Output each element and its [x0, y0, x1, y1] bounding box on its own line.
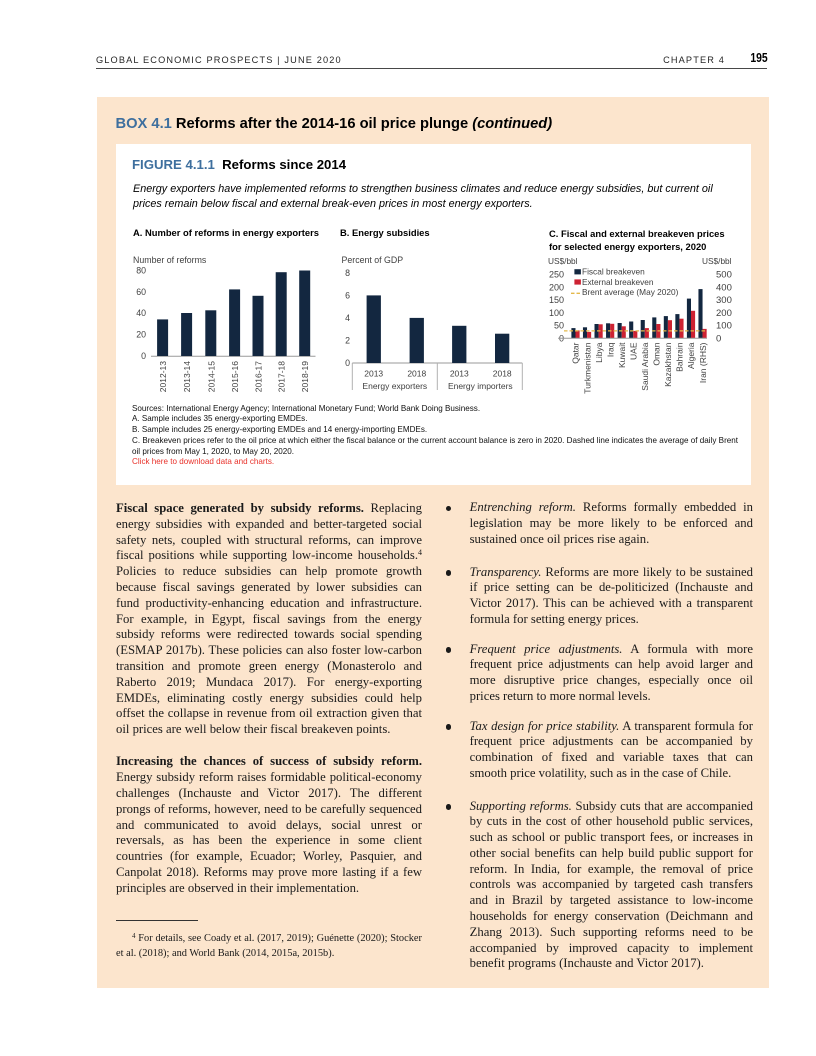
svg-text:Number of reforms: Number of reforms [133, 255, 207, 265]
svg-text:Percent of GDP: Percent of GDP [342, 255, 404, 265]
svg-text:6: 6 [345, 291, 350, 301]
svg-text:Bahrain: Bahrain [675, 342, 685, 372]
svg-text:US$/bbl: US$/bbl [702, 256, 732, 266]
svg-text:Iraq: Iraq [605, 342, 615, 357]
svg-text:US$/bbl: US$/bbl [548, 256, 578, 266]
svg-text:2013: 2013 [450, 369, 469, 379]
svg-text:UAE: UAE [628, 342, 638, 360]
svg-text:8: 8 [345, 268, 350, 278]
svg-text:400: 400 [716, 282, 732, 293]
svg-text:80: 80 [136, 265, 146, 275]
svg-text:500: 500 [716, 270, 732, 281]
svg-text:100: 100 [716, 321, 732, 332]
svg-text:Brent average (May 2020): Brent average (May 2020) [582, 287, 679, 297]
svg-text:4: 4 [345, 313, 350, 323]
svg-text:External breakeven: External breakeven [582, 277, 654, 287]
svg-text:2018: 2018 [493, 369, 512, 379]
svg-text:2012-13: 2012-13 [158, 361, 168, 392]
svg-text:2013-14: 2013-14 [182, 361, 192, 392]
svg-text:0: 0 [141, 351, 146, 361]
svg-text:Energy exporters: Energy exporters [362, 381, 427, 391]
svg-text:Iran (RHS): Iran (RHS) [698, 342, 708, 383]
svg-text:2014-15: 2014-15 [206, 361, 216, 392]
svg-text:100: 100 [549, 308, 564, 318]
svg-text:250: 250 [549, 270, 564, 280]
svg-text:300: 300 [716, 295, 732, 306]
svg-text:Libya: Libya [594, 342, 604, 363]
svg-text:50: 50 [554, 321, 564, 331]
svg-text:2013: 2013 [364, 369, 383, 379]
svg-text:Kazakhstan: Kazakhstan [663, 342, 673, 387]
svg-text:2018: 2018 [407, 369, 426, 379]
svg-text:0: 0 [345, 358, 350, 368]
svg-text:Saudi Arabia: Saudi Arabia [640, 342, 650, 390]
svg-text:Qatar: Qatar [571, 342, 581, 363]
svg-text:0: 0 [716, 333, 721, 344]
svg-text:Algeria: Algeria [686, 342, 696, 369]
svg-text:Kuwait: Kuwait [617, 342, 627, 368]
svg-text:20: 20 [136, 330, 146, 340]
svg-text:2015-16: 2015-16 [230, 361, 240, 392]
svg-text:40: 40 [136, 308, 146, 318]
svg-text:2: 2 [345, 336, 350, 346]
svg-text:2016-17: 2016-17 [254, 361, 264, 392]
svg-text:150: 150 [549, 295, 564, 305]
svg-text:Energy importers: Energy importers [448, 381, 513, 391]
svg-text:200: 200 [549, 282, 564, 292]
svg-text:Turkmenistan: Turkmenistan [582, 342, 592, 393]
svg-text:Fiscal breakeven: Fiscal breakeven [582, 266, 645, 276]
svg-text:2017-18: 2017-18 [277, 361, 287, 392]
svg-text:60: 60 [136, 287, 146, 297]
svg-text:Oman: Oman [652, 342, 662, 365]
svg-text:200: 200 [716, 308, 732, 319]
svg-text:2018-19: 2018-19 [300, 361, 310, 392]
